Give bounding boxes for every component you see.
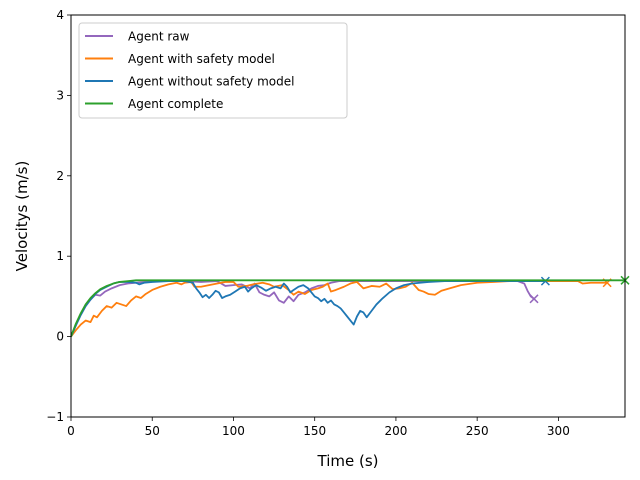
x-tick-label: 300 [547, 424, 570, 438]
series-end-marker-agent-raw [529, 294, 539, 304]
series-line-agent-complete [71, 279, 625, 337]
y-tick-label: 0 [56, 330, 64, 344]
series-line-agent-without-safety-model [71, 280, 546, 337]
x-tick-label: 50 [145, 424, 160, 438]
series-line-agent-raw [71, 280, 535, 337]
x-tick-label: 250 [466, 424, 489, 438]
y-tick-label: 3 [56, 88, 64, 102]
legend-label-agent-without-safety-model: Agent without safety model [128, 75, 294, 89]
y-axis-label: Velocitys (m/s) [13, 161, 31, 272]
x-tick-label: 150 [303, 424, 326, 438]
legend: Agent raw Agent with safety model Agent wi… [78, 22, 348, 119]
x-axis-label: Time (s) [317, 452, 379, 470]
legend-label-agent-with-safety-model: Agent with safety model [128, 52, 275, 66]
x-tick-label: 200 [384, 424, 407, 438]
legend-label-agent-raw: Agent raw [128, 30, 190, 44]
y-tick-label: −1 [46, 410, 64, 424]
legend-frame [78, 22, 348, 119]
y-tick-label: 2 [56, 169, 64, 183]
x-tick-label: 0 [67, 424, 75, 438]
series-layer [71, 275, 630, 338]
y-tick-label: 1 [56, 249, 64, 263]
plot-area-frame [70, 14, 626, 418]
y-tick-label: 4 [56, 8, 64, 22]
legend-label-agent-complete: Agent complete [128, 97, 223, 111]
x-tick-label: 100 [222, 424, 245, 438]
